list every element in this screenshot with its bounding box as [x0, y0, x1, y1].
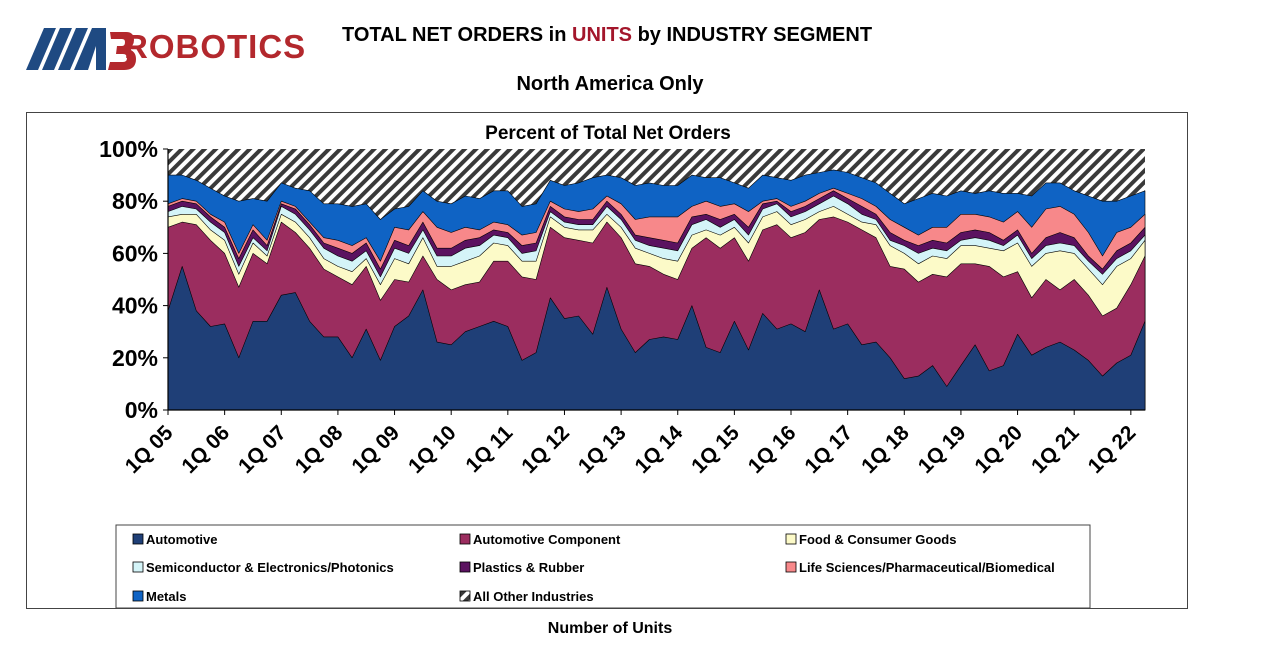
- chart-title: Percent of Total Net Orders: [485, 123, 731, 144]
- y-tick-label: 40%: [112, 293, 158, 319]
- legend-label-metals: Metals: [146, 589, 186, 604]
- legend-box: [115, 524, 1091, 609]
- y-tick-label: 60%: [112, 240, 158, 266]
- x-tick-label: 1Q 16: [744, 421, 801, 478]
- legend-label-plastics-rubber: Plastics & Rubber: [473, 560, 584, 575]
- y-axis: 0% 20% 40% 60% 80% 100%: [99, 136, 169, 423]
- legend-swatch-all-other-industries: [459, 590, 471, 602]
- legend-label-automotive-component: Automotive Component: [473, 532, 621, 547]
- x-tick-label: 1Q 11: [461, 421, 517, 477]
- x-tick-label: 1Q 18: [857, 421, 914, 478]
- logo-stripe-3: [58, 28, 88, 70]
- legend-label-automotive: Automotive: [146, 532, 218, 547]
- x-tick-label: 1Q 12: [517, 421, 574, 478]
- x-tick-label: 1Q 07: [234, 421, 291, 478]
- legend-label-life-sciences-pharmaceutical-biomedical: Life Sciences/Pharmaceutical/Biomedical: [799, 560, 1055, 575]
- legend-label-semiconductor-electronics-photonics: Semiconductor & Electronics/Photonics: [146, 560, 394, 575]
- x-tick-label: 1Q 10: [404, 421, 461, 478]
- logo-stripe-2: [42, 28, 72, 70]
- legend-label-food-consumer-goods: Food & Consumer Goods: [799, 532, 956, 547]
- title-pre: TOTAL NET ORDERS in: [342, 24, 573, 46]
- area-automotive: [167, 266, 1146, 411]
- legend-swatch-semiconductor-electronics-photonics: [132, 561, 144, 573]
- page-title: TOTAL NET ORDERS in UNITS by INDUSTRY SE…: [342, 24, 872, 47]
- legend-swatch-automotive-component: [459, 533, 471, 545]
- y-tick-label: 100%: [99, 136, 158, 162]
- x-axis: 1Q 05 1Q 06 1Q 07 1Q 08 1Q 09 1Q 10 1Q 11 1Q 12…: [121, 409, 1145, 478]
- logo-stripe-4: [74, 28, 106, 70]
- title-highlight: UNITS: [572, 24, 633, 46]
- logo-text: ROBOTICS: [124, 28, 307, 65]
- y-tick-label: 0%: [125, 397, 158, 423]
- title-post: by INDUSTRY SEGMENT: [632, 24, 873, 46]
- y-tick-label: 80%: [112, 188, 158, 214]
- y-tick-label: 20%: [112, 345, 158, 371]
- logo-stripe-1: [26, 28, 56, 70]
- legend-swatch-automotive: [132, 533, 144, 545]
- x-tick-label: 1Q 06: [177, 421, 234, 478]
- x-tick-label: 1Q 14: [631, 421, 688, 478]
- x-tick-label: 1Q 05: [121, 421, 178, 478]
- x-tick-label: 1Q 13: [574, 421, 631, 478]
- x-tick-label: 1Q 19: [914, 421, 971, 478]
- legend-swatch-metals: [132, 590, 144, 602]
- a3-logo: [26, 28, 136, 70]
- legend-swatch-life-sciences-pharmaceutical-biomedical: [785, 561, 797, 573]
- x-tick-label: 1Q 20: [970, 421, 1027, 478]
- x-tick-label: 1Q 22: [1084, 421, 1141, 478]
- x-tick-label: 1Q 09: [347, 421, 404, 478]
- x-tick-label: 1Q 15: [687, 421, 744, 478]
- x-tick-label: 1Q 08: [291, 421, 348, 478]
- logo-three: [108, 32, 136, 70]
- x-tick-label: 1Q 17: [800, 421, 857, 478]
- x-axis-title: Number of Units: [547, 620, 673, 637]
- legend-swatch-plastics-rubber: [459, 561, 471, 573]
- page-subtitle: North America Only: [516, 73, 704, 95]
- legend-swatch-food-consumer-goods: [785, 533, 797, 545]
- legend-label-all-other-industries: All Other Industries: [473, 589, 594, 604]
- x-tick-label: 1Q 21: [1027, 421, 1084, 478]
- legend: Automotive Automotive Component Food & Con…: [132, 532, 1055, 604]
- area-layers: [167, 149, 1146, 411]
